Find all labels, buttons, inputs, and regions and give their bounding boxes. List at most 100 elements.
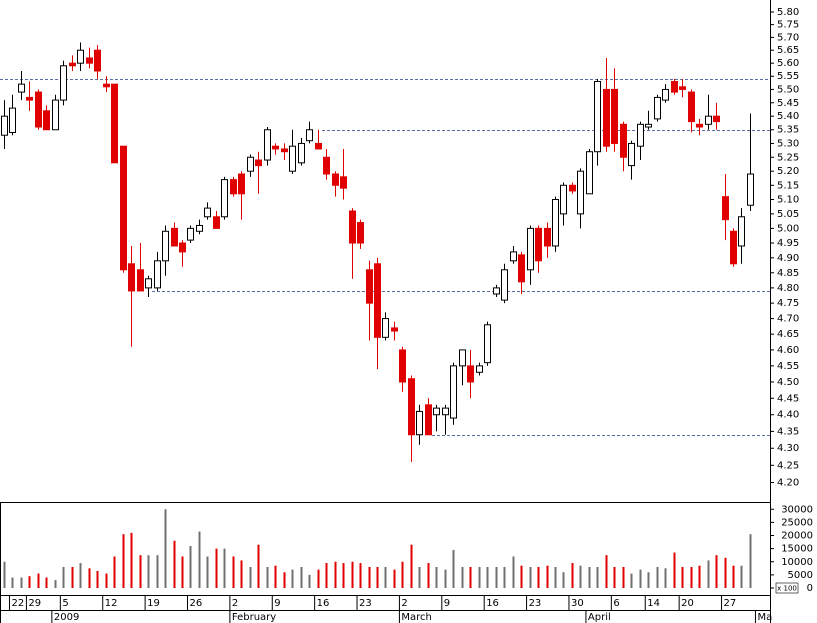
candle-body [315, 142, 322, 150]
volume-bar [45, 577, 48, 588]
volume-tick-label: 30000 [781, 504, 813, 515]
candle-body [238, 173, 245, 195]
x-tick-label: 2 [401, 598, 407, 609]
volume-bar [79, 563, 82, 588]
volume-bar [11, 577, 14, 588]
month-label: April [588, 612, 611, 623]
volume-bar [444, 569, 447, 588]
candle-body [620, 123, 627, 158]
candle-body [230, 179, 237, 195]
candle-body [103, 83, 110, 88]
candle-body [747, 173, 754, 206]
volume-bar [240, 560, 243, 588]
candle-body [705, 115, 712, 125]
x-tick-label: 12 [105, 598, 118, 609]
candle-body [213, 216, 220, 229]
y-tick-label: 5.15 [777, 180, 799, 191]
candle-body [264, 129, 271, 161]
volume-bar [37, 573, 40, 588]
candle-body [518, 254, 525, 283]
volume-bar [291, 569, 294, 588]
candle-body [510, 251, 517, 262]
volume-bar [596, 567, 599, 588]
volume-bar [139, 555, 142, 588]
volume-bar [461, 567, 464, 588]
candle-body [645, 123, 652, 128]
y-tick-label: 5.65 [777, 45, 799, 56]
candle-body [467, 365, 474, 383]
y-tick-label: 4.60 [777, 345, 799, 356]
candle-body [171, 227, 178, 247]
y-tick-label: 4.80 [777, 283, 799, 294]
volume-bar [673, 552, 676, 588]
y-tick-label: 4.90 [777, 253, 799, 264]
volume-bar [359, 563, 362, 588]
candle-body [366, 269, 373, 304]
x-tick-label: 23 [359, 598, 372, 609]
candle-body [459, 349, 466, 367]
volume-tick-label: 0 [807, 583, 813, 594]
y-tick-label: 4.35 [777, 426, 799, 437]
volume-bar [452, 549, 455, 588]
candle-body [128, 263, 135, 292]
month-label: 2009 [54, 612, 79, 623]
y-tick-label: 4.65 [777, 329, 799, 340]
volume-bar [656, 567, 659, 588]
candle-body [594, 81, 601, 153]
candle-body [187, 227, 194, 241]
x-tick-label: 23 [529, 598, 542, 609]
candle-body [493, 287, 500, 295]
candle-body [86, 57, 93, 64]
candle-body [349, 210, 356, 244]
y-tick-label: 5.35 [777, 125, 799, 136]
volume-bar [130, 532, 133, 588]
candle-body [442, 407, 449, 416]
candle-body [247, 156, 254, 172]
volume-bar [630, 573, 633, 588]
candle-body [391, 327, 398, 332]
candle-body [204, 207, 211, 218]
volume-bar [605, 555, 608, 588]
volume-bar [393, 569, 396, 588]
y-tick-label: 5.70 [777, 32, 799, 43]
month-label: February [232, 612, 276, 623]
volume-tick-label: 5000 [788, 570, 813, 581]
volume-bar [266, 567, 269, 588]
candle-body [332, 173, 339, 186]
y-tick-label: 5.75 [777, 20, 799, 31]
month-label: Ma [757, 612, 772, 623]
x-tick-label: 6 [613, 598, 619, 609]
candle-body [60, 65, 67, 101]
volume-bar [334, 561, 337, 588]
volume-bar [283, 572, 286, 588]
candle-body [696, 123, 703, 128]
candle-body [162, 230, 169, 262]
x-tick-label: 2 [232, 598, 238, 609]
candle-body [154, 260, 161, 289]
candle-body [738, 216, 745, 247]
candle-body [137, 269, 144, 292]
candle-body [323, 156, 330, 175]
x-tick-label: 16 [317, 598, 330, 609]
volume-tick-label: 25000 [781, 517, 813, 528]
volume-bar [147, 555, 150, 588]
candle-body [527, 227, 534, 271]
candle-body [306, 129, 313, 142]
y-tick-label: 5.20 [777, 166, 799, 177]
x-tick-label: 20 [681, 598, 694, 609]
volume-bar [715, 555, 718, 588]
candle-body [450, 365, 457, 419]
volume-bar [20, 577, 23, 588]
volume-tick-label: 15000 [781, 544, 813, 555]
volume-bar [562, 572, 565, 588]
volume-bar [105, 573, 108, 588]
x-tick-label: 19 [147, 598, 160, 609]
candle-body [662, 88, 669, 101]
x-tick-label: 29 [28, 598, 41, 609]
volume-bar [469, 567, 472, 588]
candle-body [679, 86, 686, 90]
volume-bar [274, 565, 277, 588]
volume-bar [368, 567, 371, 588]
candle-body [255, 159, 262, 167]
